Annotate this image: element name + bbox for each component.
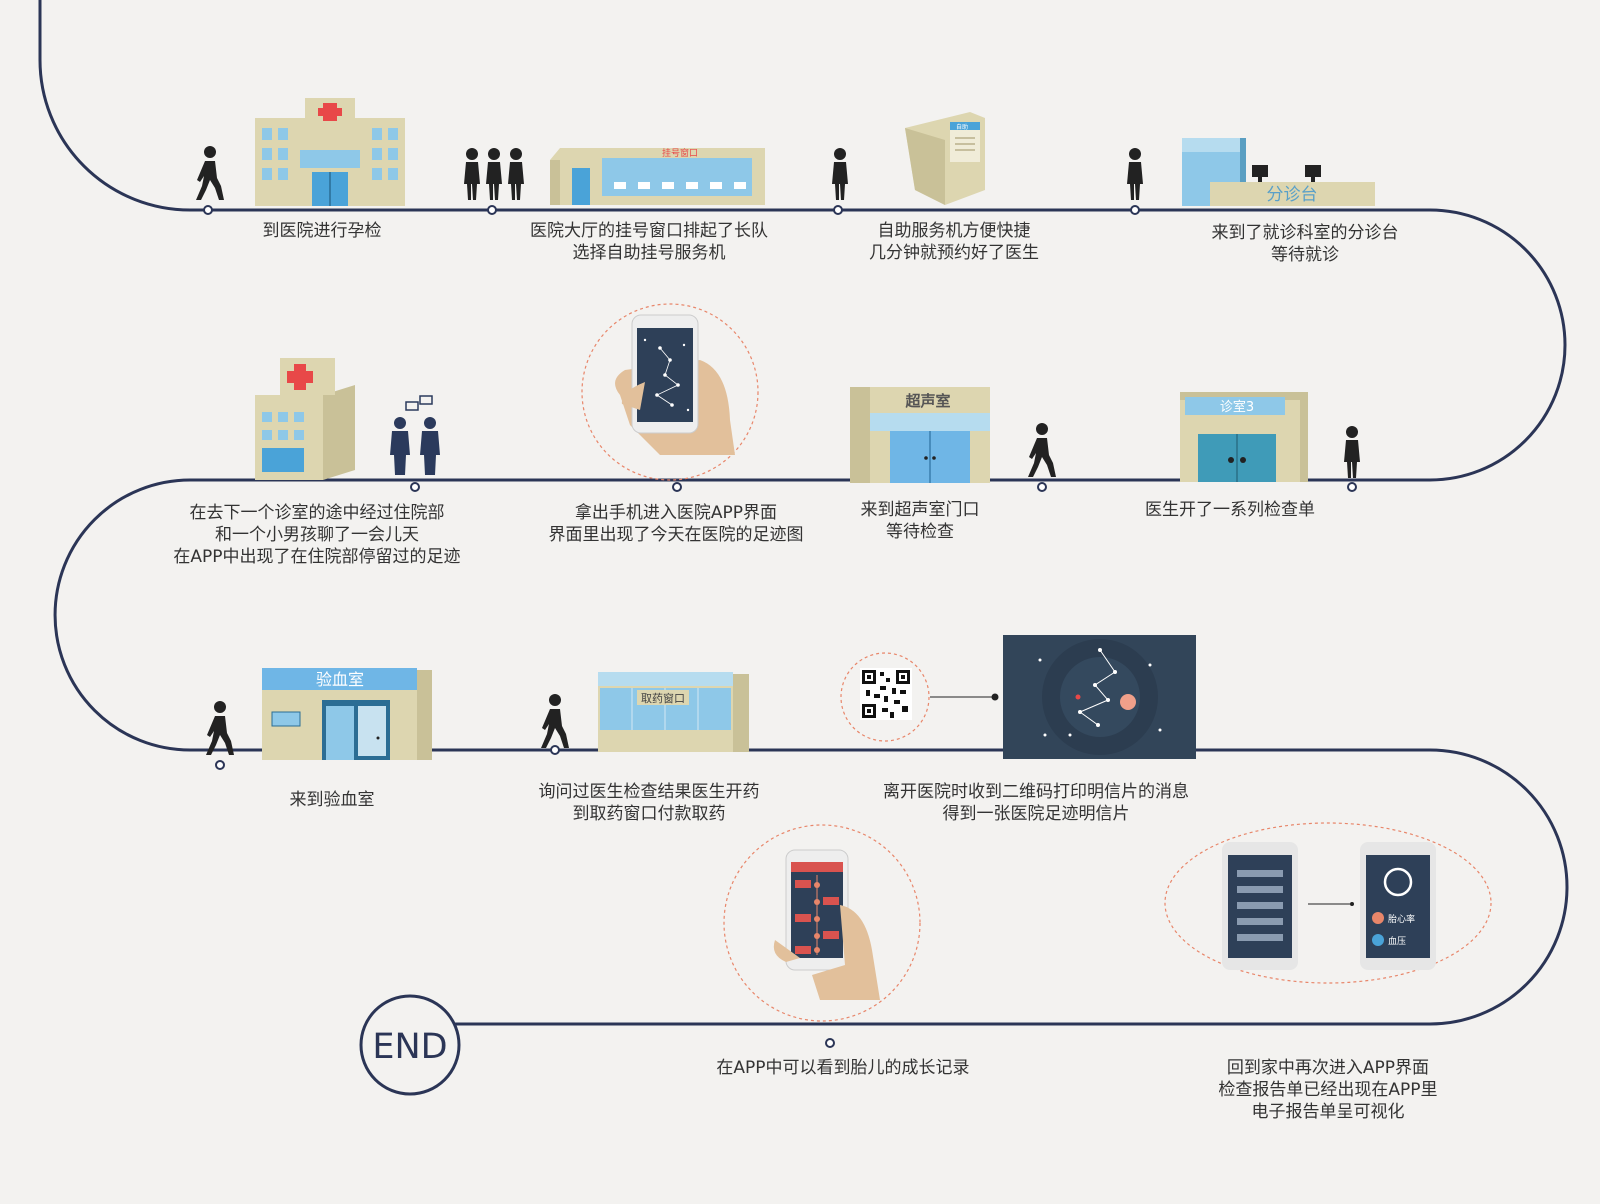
person-standing-icon: [832, 148, 848, 200]
person-standing-icon: [1344, 426, 1360, 478]
qr-code-icon: [840, 652, 930, 742]
pharmacy-window-icon: 取药窗口: [598, 672, 749, 752]
caption-triage-desk: 来到了就诊科室的分诊台 等待就诊: [1211, 223, 1399, 265]
ultrasound-room-sign: 超声室: [904, 392, 950, 410]
caption-blood-test: 来到验血室: [289, 790, 375, 810]
hospital-building-icon: [255, 98, 405, 206]
caption-hospital-app: 拿出手机进入医院APP界面 界面里出现了今天在医院的足迹图: [548, 503, 804, 545]
path-markers: [203, 205, 1357, 1048]
caption-registration-queue: 医院大厅的挂号窗口排起了长队 选择自助挂号服务机: [530, 221, 768, 263]
person-standing-icon: [1127, 148, 1143, 200]
person-walking-icon: [1028, 423, 1056, 477]
caption-ultrasound: 来到超声室门口 等待检查: [860, 500, 980, 542]
chatting-people-icon: [390, 395, 440, 475]
report-visualization-icon: 胎心率 血压: [1164, 822, 1492, 984]
end-label: END: [372, 1027, 447, 1067]
caption-clinic-exam-orders: 医生开了一系列检查单: [1145, 500, 1315, 520]
caption-inpatient-building: 在去下一个诊室的途中经过住院部 和一个小男孩聊了一会儿天 在APP中出现了在住院…: [173, 503, 461, 567]
queue-people-icon: [464, 148, 524, 200]
caption-hospital-arrival: 到医院进行孕检: [262, 221, 382, 241]
caption-self-service-kiosk: 自助服务机方便快捷 几分钟就预约好了医生: [869, 221, 1039, 263]
caption-postcard: 离开医院时收到二维码打印明信片的消息 得到一张医院足迹明信片: [883, 782, 1189, 824]
footprint-postcard-icon: [1003, 635, 1196, 759]
self-service-kiosk-icon: 自助: [905, 112, 985, 205]
inpatient-building-icon: [255, 358, 355, 480]
pharmacy-window-sign: 取药窗口: [641, 691, 685, 705]
person-walking-icon: [206, 701, 234, 755]
triage-desk-icon: 分诊台: [1182, 138, 1375, 206]
ultrasound-room-icon: 超声室: [850, 387, 990, 483]
end-marker: END: [359, 994, 461, 1096]
blood-test-room-icon: 验血室: [262, 668, 432, 760]
triage-desk-sign: 分诊台: [1267, 185, 1318, 205]
caption-report-visualization: 回到家中再次进入APP界面 检查报告单已经出现在APP里 电子报告单呈可视化: [1218, 1058, 1438, 1122]
clinic-room-icon: 诊室3: [1180, 392, 1308, 482]
caption-pharmacy: 询问过医生检查结果医生开药 到取药窗口付款取药: [538, 782, 760, 824]
person-walking-icon: [196, 146, 224, 200]
registration-window-icon: 挂号窗口: [550, 147, 765, 205]
hospital-app-phone-icon: [581, 303, 759, 481]
person-walking-icon: [541, 694, 569, 748]
journey-path: [38, 0, 1569, 1026]
growth-record-phone-icon: [723, 824, 921, 1022]
clinic-room-sign: 诊室3: [1220, 399, 1254, 415]
caption-growth-record: 在APP中可以看到胎儿的成长记录: [716, 1058, 970, 1078]
blood-test-room-sign: 验血室: [316, 670, 364, 689]
registration-window-sign: 挂号窗口: [662, 147, 698, 159]
fetal-heart-rate-label: 胎心率: [1388, 913, 1415, 925]
qr-connector-dot: [991, 693, 999, 701]
blood-pressure-label: 血压: [1388, 935, 1406, 947]
kiosk-sign: 自助: [956, 123, 968, 131]
